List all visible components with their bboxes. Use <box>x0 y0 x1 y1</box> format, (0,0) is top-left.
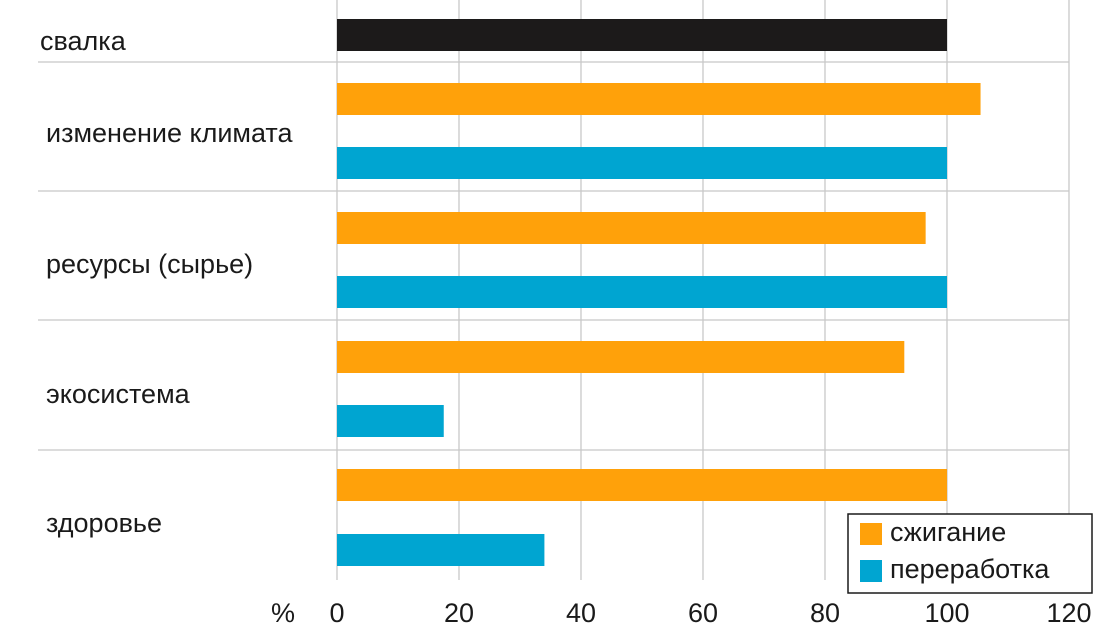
x-tick-label-120: 120 <box>1046 598 1091 628</box>
category-label-изменение-климата: изменение климата <box>46 118 293 148</box>
category-labels: свалка изменение климата ресурсы (сырье) эк… <box>40 26 293 538</box>
bar-изменение-климата-переработка <box>337 147 947 179</box>
legend-label-переработка: переработка <box>890 554 1050 584</box>
x-tick-label-80: 80 <box>810 598 840 628</box>
x-tick-label-100: 100 <box>924 598 969 628</box>
x-axis-ticks: % 0 20 40 60 80 100 120 <box>271 598 1092 628</box>
category-label-ресурсы-сырье: ресурсы (сырье) <box>46 249 253 279</box>
category-label-свалка: свалка <box>40 26 127 56</box>
bar-ресурсы-сырье-сжигание <box>337 212 926 244</box>
legend-box <box>847 513 1093 594</box>
bar-экосистема-переработка <box>337 405 444 437</box>
category-label-экосистема: экосистема <box>46 379 191 409</box>
x-tick-label-20: 20 <box>444 598 474 628</box>
legend-swatch-сжигание <box>860 523 882 545</box>
x-axis-unit-label: % <box>271 598 295 628</box>
x-tick-label-40: 40 <box>566 598 596 628</box>
legend-label-сжигание: сжигание <box>890 517 1006 547</box>
legend-swatch-переработка <box>860 560 882 582</box>
bar-изменение-климата-сжигание <box>337 83 981 115</box>
bar-здоровье-переработка <box>337 534 545 566</box>
bar-здоровье-сжигание <box>337 469 947 501</box>
category-label-здоровье: здоровье <box>46 508 162 538</box>
x-tick-label-0: 0 <box>329 598 344 628</box>
legend: сжигание переработка <box>847 513 1093 594</box>
x-tick-label-60: 60 <box>688 598 718 628</box>
bar-экосистема-сжигание <box>337 341 905 373</box>
bar-свалка-свалка <box>337 19 947 51</box>
bar-ресурсы-сырье-переработка <box>337 276 947 308</box>
category-separators <box>38 61 1069 451</box>
bars <box>337 19 981 566</box>
